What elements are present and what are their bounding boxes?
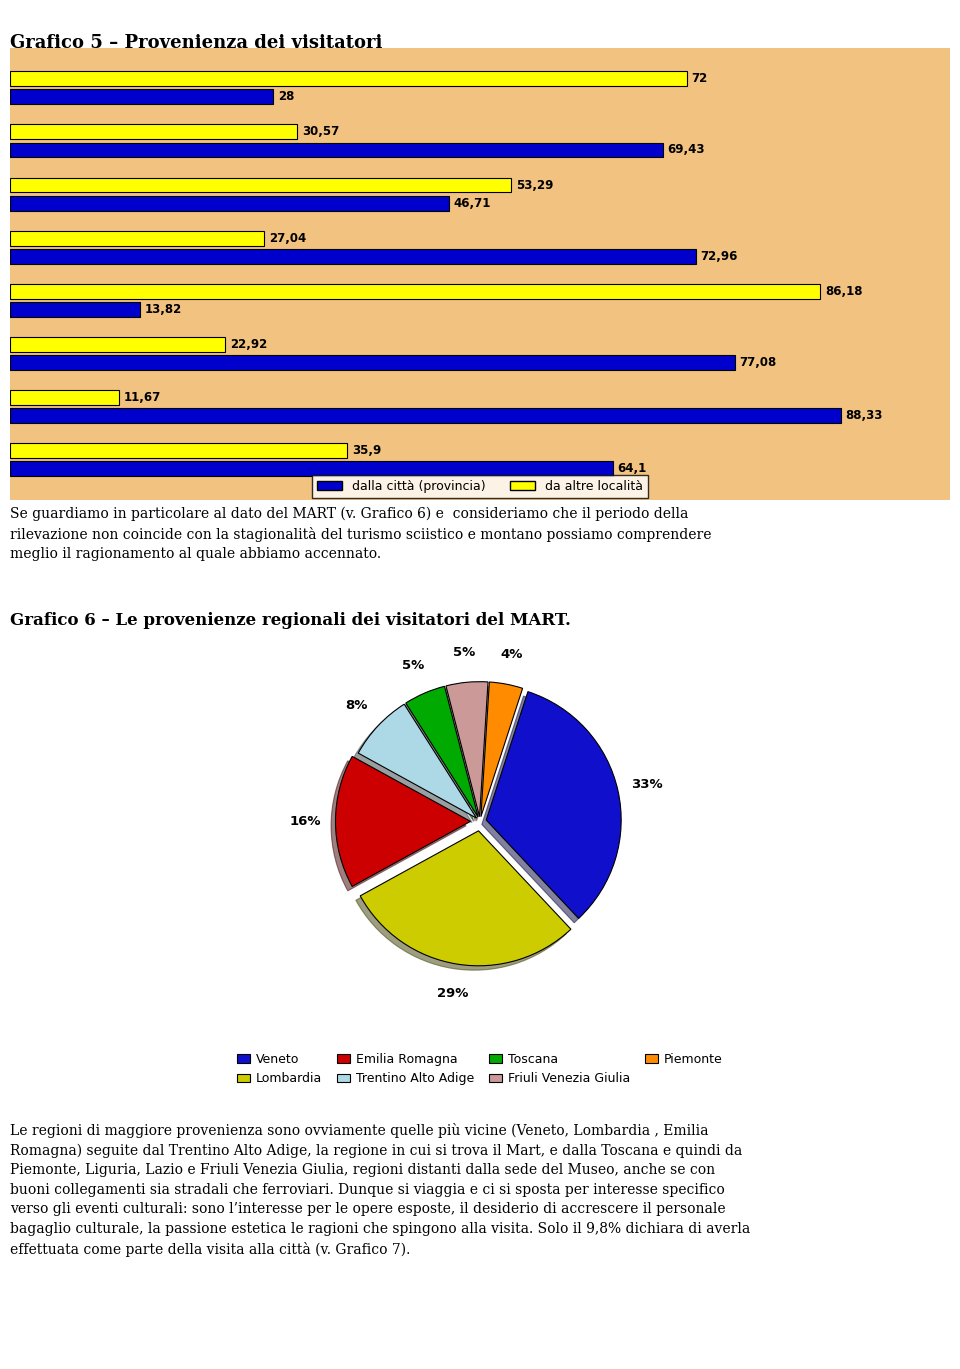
Text: 8%: 8%: [346, 700, 368, 712]
Legend: dalla città (provincia), da altre località: dalla città (provincia), da altre locali…: [312, 475, 648, 498]
Text: 86,18: 86,18: [825, 285, 863, 298]
Text: 22,92: 22,92: [230, 338, 267, 350]
Text: 46,71: 46,71: [454, 197, 492, 209]
Bar: [10, 390, 119, 405]
Bar: [10, 142, 662, 157]
Wedge shape: [481, 682, 522, 817]
Bar: [10, 71, 687, 86]
Bar: [10, 249, 696, 264]
Text: Se guardiamo in particolare al dato del MART (v. Grafico 6) e  consideriamo che : Se guardiamo in particolare al dato del …: [10, 507, 711, 561]
Text: Grafico 5 – Provenienza dei visitatori: Grafico 5 – Provenienza dei visitatori: [10, 34, 382, 52]
Text: 5%: 5%: [453, 646, 475, 660]
Wedge shape: [335, 756, 470, 887]
Bar: [10, 444, 348, 459]
Bar: [10, 178, 511, 193]
Wedge shape: [406, 686, 478, 817]
Bar: [10, 337, 226, 352]
Text: 64,1: 64,1: [617, 463, 647, 475]
Text: 53,29: 53,29: [516, 178, 553, 192]
Wedge shape: [446, 682, 488, 817]
Bar: [10, 231, 264, 245]
Bar: [10, 408, 841, 423]
Text: 4%: 4%: [500, 649, 523, 661]
Bar: [10, 461, 612, 476]
Legend: Veneto, Lombardia, Emilia Romagna, Trentino Alto Adige, Toscana, Friuli Venezia : Veneto, Lombardia, Emilia Romagna, Trent…: [232, 1049, 728, 1090]
Text: 33%: 33%: [631, 778, 662, 790]
Text: 69,43: 69,43: [667, 144, 705, 156]
Wedge shape: [360, 831, 571, 965]
Bar: [10, 283, 821, 298]
Bar: [10, 355, 734, 370]
Text: 88,33: 88,33: [846, 409, 882, 422]
Bar: [10, 125, 298, 140]
Bar: [10, 196, 449, 211]
Text: Grafico 6 – Le provenienze regionali dei visitatori del MART.: Grafico 6 – Le provenienze regionali dei…: [10, 612, 570, 628]
Text: 72: 72: [691, 73, 708, 85]
Text: 35,9: 35,9: [352, 445, 381, 457]
Text: 11,67: 11,67: [124, 392, 161, 404]
Text: 13,82: 13,82: [144, 303, 181, 316]
Text: 30,57: 30,57: [301, 126, 339, 138]
Text: 72,96: 72,96: [701, 249, 738, 263]
Bar: [10, 89, 273, 104]
Text: 29%: 29%: [437, 987, 468, 999]
Text: 16%: 16%: [290, 815, 322, 828]
Bar: [10, 303, 139, 316]
Text: 77,08: 77,08: [739, 356, 777, 370]
Text: Le regioni di maggiore provenienza sono ovviamente quelle più vicine (Veneto, Lo: Le regioni di maggiore provenienza sono …: [10, 1123, 750, 1257]
Text: 27,04: 27,04: [269, 231, 306, 245]
Wedge shape: [358, 704, 476, 819]
Text: 5%: 5%: [401, 660, 423, 672]
Wedge shape: [486, 691, 621, 919]
Text: 28: 28: [277, 90, 294, 103]
